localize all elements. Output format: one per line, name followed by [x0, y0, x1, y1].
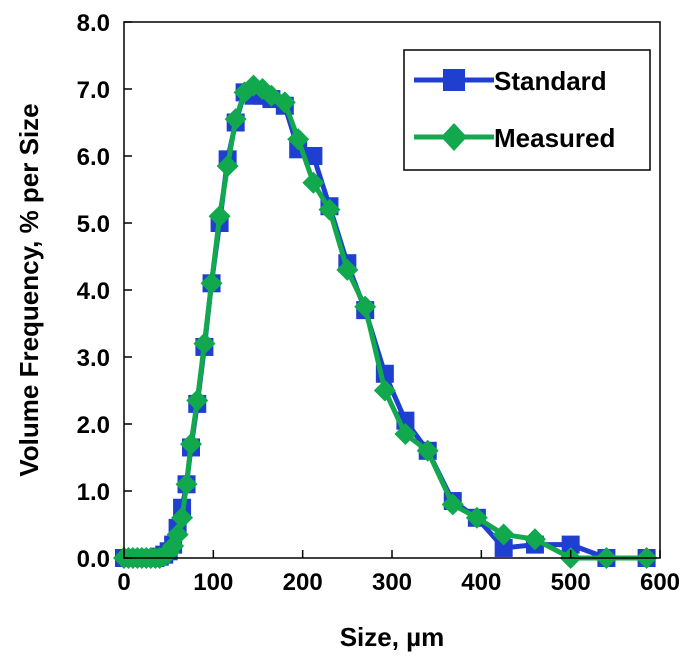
y-tick-label: 3.0 — [77, 345, 110, 372]
data-point-measured — [216, 155, 239, 178]
data-point-measured — [175, 473, 198, 496]
y-axis-title: Volume Frequency, % per Size — [14, 103, 44, 476]
y-tick-label: 7.0 — [77, 77, 110, 104]
y-tick-label: 2.0 — [77, 412, 110, 439]
x-tick-label: 500 — [551, 569, 591, 596]
data-point-measured — [492, 523, 515, 546]
data-point-standard — [561, 535, 580, 554]
data-point-standard — [304, 147, 323, 165]
data-point-measured — [193, 332, 216, 355]
data-point-measured — [171, 506, 194, 529]
data-point-measured — [186, 389, 209, 412]
x-tick-label: 200 — [283, 569, 323, 596]
legend-marker-standard — [443, 69, 465, 91]
data-point-measured — [465, 506, 488, 529]
x-tick-label: 0 — [117, 569, 130, 596]
data-point-measured — [200, 272, 223, 295]
y-tick-label: 5.0 — [77, 211, 110, 238]
y-tick-label: 8.0 — [77, 10, 110, 37]
data-point-measured — [354, 295, 377, 318]
legend-label-standard: Standard — [494, 66, 607, 96]
data-point-measured — [416, 439, 439, 462]
x-tick-label: 300 — [372, 569, 412, 596]
data-point-measured — [273, 91, 296, 114]
legend: Standard Measured — [403, 49, 651, 171]
x-tick-label: 100 — [193, 569, 233, 596]
y-tick-label: 4.0 — [77, 278, 110, 305]
data-point-measured — [287, 128, 310, 151]
x-tick-label: 400 — [461, 569, 501, 596]
data-point-measured — [318, 198, 341, 221]
data-point-measured — [208, 205, 231, 228]
data-point-measured — [394, 423, 417, 446]
data-point-measured — [166, 523, 189, 546]
y-tick-label: 1.0 — [77, 479, 110, 506]
data-point-measured — [373, 379, 396, 402]
y-tick-label: 0.0 — [77, 546, 110, 573]
data-point-measured — [302, 171, 325, 194]
data-point-measured — [441, 493, 464, 516]
y-tick-label: 6.0 — [77, 144, 110, 171]
series-measured — [113, 74, 658, 569]
data-point-measured — [336, 258, 359, 281]
x-axis-title: Size, µm — [340, 622, 445, 652]
ticks-layer: 0 100 200 300 400 500 600 0.0 1.0 2.0 3.0 4.0 5.0 6.0… — [77, 10, 680, 596]
data-point-standard — [494, 538, 513, 557]
legend-label-measured: Measured — [494, 123, 615, 153]
data-point-measured — [224, 108, 247, 131]
data-point-measured — [180, 433, 202, 456]
data-point-measured — [523, 528, 546, 551]
x-tick-label: 600 — [640, 569, 680, 596]
legend-marker-measured — [441, 123, 467, 151]
